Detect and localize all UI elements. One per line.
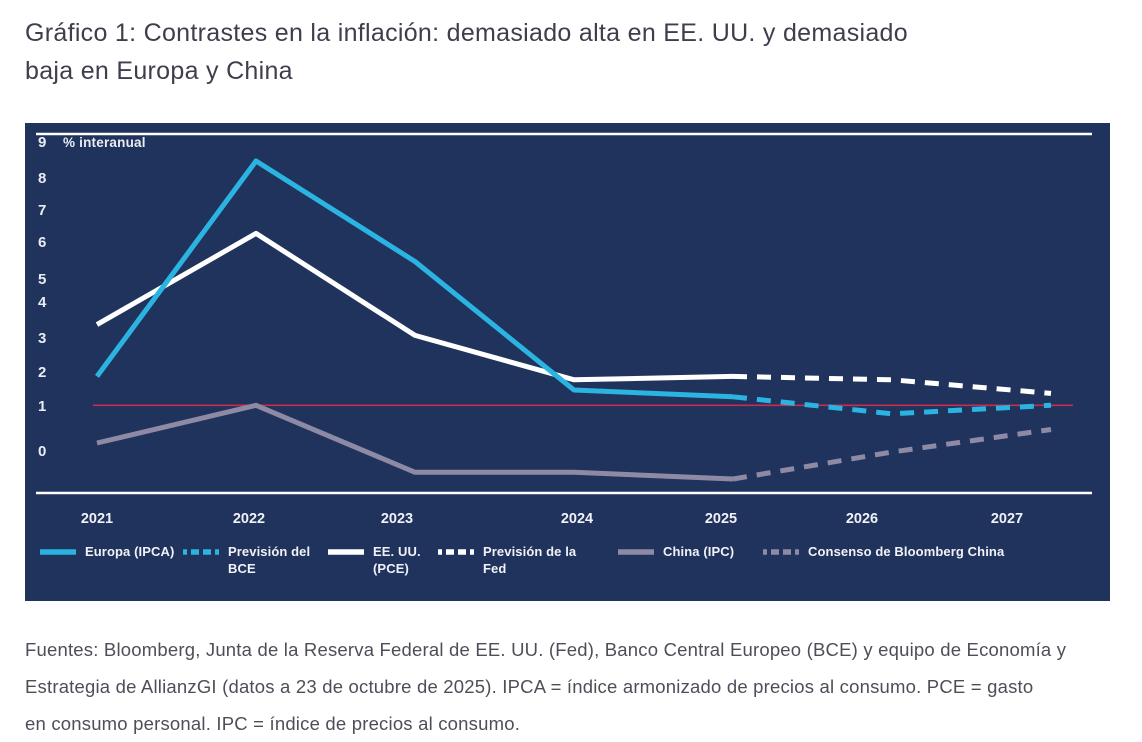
legend-item-consenso-de-bloomberg-china: Consenso de Bloomberg China <box>763 543 1004 560</box>
series-line-europa-ipca <box>94 158 734 400</box>
y-axis-tick-7: 7 <box>38 202 47 219</box>
legend-label: Consenso de Bloomberg China <box>808 544 1005 559</box>
y-axis-tick-6: 6 <box>38 234 47 251</box>
legend-item-ee-uu-pce: EE. UU. (PCE) <box>328 543 421 577</box>
y-axis-tick-2: 2 <box>38 364 47 381</box>
line-chart <box>36 132 1092 495</box>
y-axis-tick-3: 3 <box>38 330 47 347</box>
legend-solid-line-icon <box>618 549 654 555</box>
x-axis-year-label-2027: 2027 <box>990 511 1024 527</box>
legend-dashed-line-icon <box>183 549 219 555</box>
legend-label: Previsión del BCE <box>228 544 311 576</box>
x-axis-year-label-2024: 2024 <box>560 511 594 527</box>
legend-dashed-line-icon <box>763 549 799 555</box>
y-axis-tick-0: 0 <box>38 443 47 460</box>
legend-item-previsi-n-de-la-fed: Previsión de la Fed <box>438 543 576 577</box>
legend-label: EE. UU. (PCE) <box>373 544 421 576</box>
source-note: Fuentes: Bloomberg, Junta de la Reserva … <box>25 639 1067 734</box>
legend-item-europa-ipca: Europa (IPCA) <box>40 543 174 560</box>
series-line-previsi-n-del-bce <box>732 394 1052 417</box>
series-line-consenso-de-bloomberg-china <box>732 427 1052 482</box>
y-axis-tick-5: 5 <box>38 271 47 288</box>
legend-item-previsi-n-del-bce: Previsión del BCE <box>183 543 310 577</box>
x-axis-year-label-2023: 2023 <box>380 511 414 527</box>
legend-label: Europa (IPCA) <box>85 544 175 559</box>
legend-label: Previsión de la Fed <box>483 544 577 576</box>
legend-solid-line-icon <box>40 549 76 555</box>
x-axis-year-label-2022: 2022 <box>232 511 266 527</box>
y-axis-unit-label: % interanual <box>63 135 146 150</box>
x-axis-year-label-2021: 2021 <box>80 511 114 527</box>
chart-panel: 9 8 7 6 5 4 3 2 1 0 % interanual 2021 2022 2023 2024… <box>25 123 1110 601</box>
x-axis-year-label-2026: 2026 <box>845 511 879 527</box>
y-axis-tick-8: 8 <box>38 170 47 187</box>
legend-item-china-ipc: China (IPC) <box>618 543 734 560</box>
legend-dashed-line-icon <box>438 549 474 555</box>
y-axis-tick-4: 4 <box>38 294 47 311</box>
legend-label: China (IPC) <box>663 544 735 559</box>
chart-title: Gráfico 1: Contrastes en la inflación: d… <box>25 19 908 85</box>
y-axis-tick-9: 9 <box>38 134 47 151</box>
series-line-ee-uu-pce <box>95 230 734 383</box>
series-line-previsi-n-de-la-fed <box>732 373 1052 396</box>
legend-solid-line-icon <box>328 549 364 555</box>
series-line-china-ipc <box>96 402 734 482</box>
y-axis-tick-1: 1 <box>38 398 47 415</box>
x-axis-year-label-2025: 2025 <box>704 511 738 527</box>
